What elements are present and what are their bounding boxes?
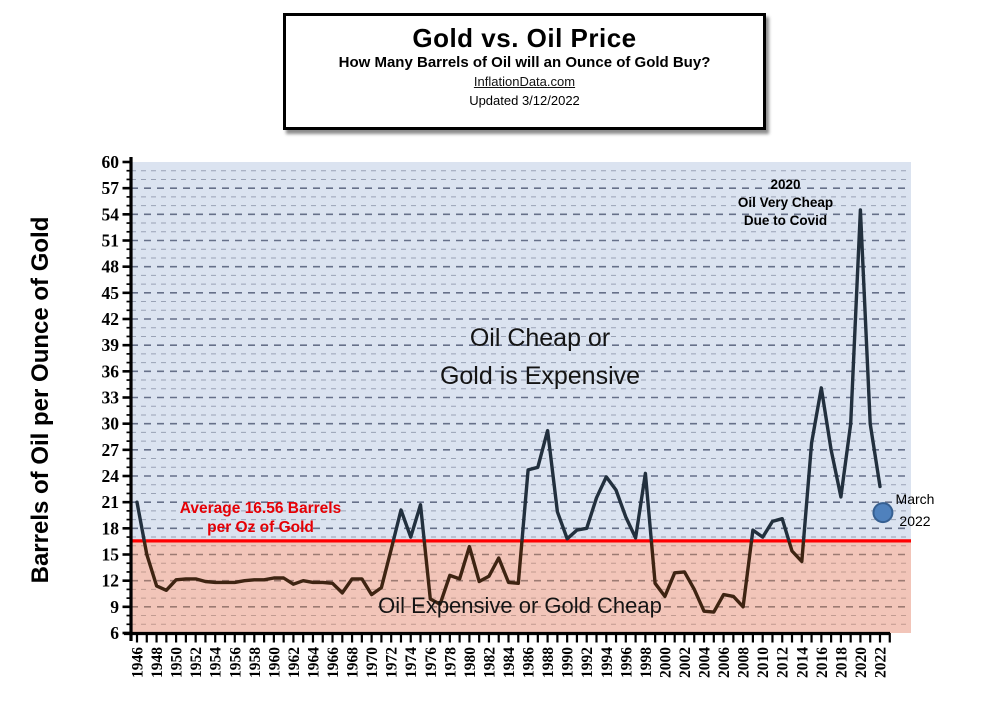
svg-text:2014: 2014 — [794, 647, 811, 678]
svg-text:1964: 1964 — [305, 647, 322, 678]
svg-text:2018: 2018 — [833, 647, 850, 678]
svg-text:2006: 2006 — [716, 647, 733, 678]
chart-subtitle: How Many Barrels of Oil will an Ounce of… — [338, 54, 711, 71]
svg-text:1994: 1994 — [599, 647, 616, 678]
updated-date: Updated 3/12/2022 — [469, 93, 580, 108]
svg-text:18: 18 — [102, 518, 120, 538]
svg-text:21: 21 — [102, 492, 120, 512]
svg-text:1966: 1966 — [325, 647, 342, 678]
svg-text:1974: 1974 — [403, 647, 420, 678]
svg-text:1956: 1956 — [227, 647, 244, 678]
svg-text:48: 48 — [102, 257, 120, 277]
svg-text:2010: 2010 — [755, 647, 772, 678]
svg-text:57: 57 — [102, 178, 120, 198]
svg-text:2004: 2004 — [697, 647, 714, 678]
svg-text:1950: 1950 — [169, 647, 186, 678]
chart-title-box: Gold vs. Oil Price How Many Barrels of O… — [283, 13, 766, 130]
svg-text:1976: 1976 — [423, 647, 440, 678]
svg-text:9: 9 — [110, 597, 119, 617]
source-link[interactable]: InflationData.com — [473, 74, 576, 89]
svg-text:33: 33 — [102, 388, 120, 408]
svg-text:1960: 1960 — [266, 647, 283, 678]
svg-text:12: 12 — [102, 571, 120, 591]
svg-text:45: 45 — [102, 283, 120, 303]
svg-text:2022: 2022 — [873, 647, 890, 678]
y-axis-ticks-and-labels: 6 9 12 15 18 21 24 27 30 33 36 39 42 45 48 51 54 57 60 — [102, 152, 131, 643]
svg-text:1984: 1984 — [501, 647, 518, 678]
svg-text:24: 24 — [102, 466, 120, 486]
y-axis-title: Barrels of Oil per Ounce of Gold — [27, 216, 54, 584]
svg-text:1954: 1954 — [208, 647, 225, 678]
svg-text:1948: 1948 — [149, 647, 166, 678]
x-axis-ticks-and-labels: 1946 1948 1950 1952 1954 1956 1958 1960 1962 1964… — [130, 633, 891, 678]
svg-text:1972: 1972 — [384, 647, 401, 678]
chart-title: Gold vs. Oil Price — [412, 23, 637, 53]
svg-text:1990: 1990 — [560, 647, 577, 678]
svg-text:36: 36 — [102, 361, 120, 381]
svg-text:42: 42 — [102, 309, 120, 329]
svg-text:1986: 1986 — [521, 647, 538, 678]
svg-text:1980: 1980 — [462, 647, 479, 678]
svg-text:15: 15 — [102, 545, 120, 565]
march-2022-marker — [872, 502, 894, 524]
svg-text:2000: 2000 — [657, 647, 674, 678]
svg-text:2012: 2012 — [775, 647, 792, 678]
svg-text:1998: 1998 — [638, 647, 655, 678]
svg-text:1968: 1968 — [345, 647, 362, 678]
svg-text:6: 6 — [110, 623, 119, 643]
svg-text:1988: 1988 — [540, 647, 557, 678]
svg-text:54: 54 — [102, 204, 120, 224]
svg-text:1952: 1952 — [188, 647, 205, 678]
svg-text:1958: 1958 — [247, 647, 264, 678]
svg-text:39: 39 — [102, 335, 120, 355]
svg-text:2008: 2008 — [736, 647, 753, 678]
svg-text:27: 27 — [102, 440, 120, 460]
svg-text:1962: 1962 — [286, 647, 303, 678]
svg-text:1970: 1970 — [364, 647, 381, 678]
svg-text:1992: 1992 — [579, 647, 596, 678]
svg-text:30: 30 — [102, 414, 120, 434]
region-oil-cheap — [131, 162, 911, 541]
ratio-line-above-average — [135, 208, 882, 541]
svg-text:51: 51 — [102, 231, 120, 251]
svg-text:60: 60 — [102, 152, 120, 172]
svg-text:1982: 1982 — [481, 647, 498, 678]
svg-text:1946: 1946 — [130, 647, 147, 678]
svg-text:1978: 1978 — [442, 647, 459, 678]
gridlines-above — [131, 170, 911, 538]
svg-text:1996: 1996 — [618, 647, 635, 678]
svg-text:2016: 2016 — [814, 647, 831, 678]
svg-text:2002: 2002 — [677, 647, 694, 678]
ratio-line-below-average — [142, 540, 806, 614]
svg-text:2020: 2020 — [853, 647, 870, 678]
